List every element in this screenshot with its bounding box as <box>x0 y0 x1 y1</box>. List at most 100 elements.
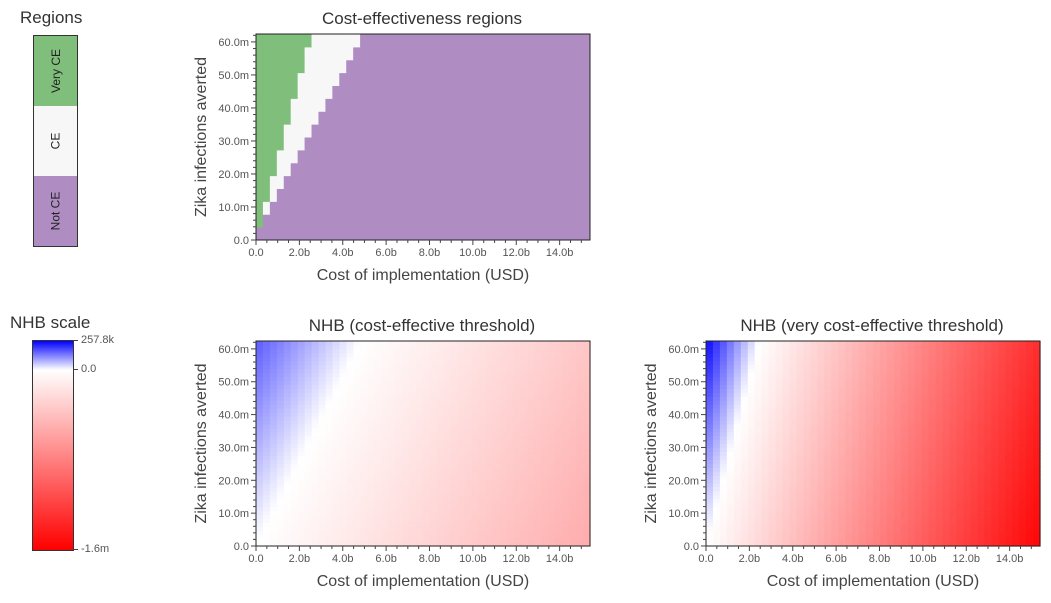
heatmap-cell <box>949 534 958 539</box>
cell-not-ce <box>360 137 368 151</box>
heatmap-cell <box>443 415 452 421</box>
heatmap-cell <box>276 490 285 496</box>
heatmap-cell <box>583 486 591 492</box>
cell-not-ce <box>478 85 486 99</box>
heatmap-cell <box>478 514 487 520</box>
cell-not-ce <box>408 175 417 189</box>
heatmap-cell <box>283 451 292 456</box>
cell-not-ce <box>360 111 368 125</box>
heatmap-cell <box>325 498 334 504</box>
cell-not-ce <box>353 137 361 151</box>
heatmap-cell <box>1026 534 1034 539</box>
heatmap-cell <box>984 447 992 452</box>
heatmap-cell <box>499 514 508 520</box>
heatmap-cell <box>569 494 577 500</box>
heatmap-cell <box>520 538 528 543</box>
heatmap-cell <box>499 356 508 362</box>
heatmap-cell <box>457 490 466 496</box>
heatmap-cell <box>381 455 389 460</box>
heatmap-cell <box>768 471 777 476</box>
heatmap-cell <box>956 506 965 512</box>
heatmap-cell <box>527 411 535 417</box>
heatmap-cell <box>395 352 403 358</box>
heatmap-cell <box>499 443 508 449</box>
heatmap-cell <box>262 352 271 358</box>
heatmap-cell <box>402 431 410 437</box>
heatmap-cell <box>548 522 556 527</box>
cell-not-ce <box>582 175 590 189</box>
heatmap-cell <box>311 341 320 346</box>
heatmap-cell <box>457 408 466 413</box>
heatmap-cell <box>831 542 839 547</box>
heatmap-cell <box>928 534 937 539</box>
heatmap-cell <box>429 388 438 393</box>
heatmap-cell <box>754 506 763 512</box>
heatmap-cell <box>395 538 403 543</box>
heatmap-cell <box>443 419 452 425</box>
heatmap-cell <box>569 392 577 397</box>
plot-frame <box>255 340 591 547</box>
cell-very-ce <box>256 214 264 228</box>
heatmap-cell <box>318 423 327 429</box>
heatmap-cell <box>276 392 285 397</box>
heatmap-cell <box>262 419 271 425</box>
heatmap-cell <box>499 526 508 531</box>
heatmap-cell <box>1012 486 1020 492</box>
tick <box>73 549 78 550</box>
cell-not-ce <box>457 175 465 189</box>
heatmap-cell <box>520 514 528 520</box>
cell-very-ce <box>297 59 306 74</box>
heatmap-cell <box>367 431 375 437</box>
heatmap-cell <box>747 431 756 437</box>
heatmap-cell <box>478 352 487 358</box>
heatmap-cell <box>478 494 487 500</box>
heatmap-cell <box>339 463 348 468</box>
heatmap-cell <box>845 455 853 460</box>
heatmap-cell <box>276 463 285 468</box>
cell-not-ce <box>304 227 313 241</box>
heatmap-cell <box>262 510 271 516</box>
cell-not-ce <box>491 137 500 151</box>
heatmap-cell <box>1033 506 1041 512</box>
cell-not-ce <box>332 175 340 189</box>
heatmap-cell <box>555 514 563 520</box>
cell-not-ce <box>519 214 528 228</box>
heatmap-cell <box>555 447 563 452</box>
heatmap-cell <box>402 526 410 531</box>
heatmap-cell <box>262 518 271 523</box>
heatmap-cell <box>360 404 368 409</box>
heatmap-cell <box>360 408 368 413</box>
cell-not-ce <box>436 34 444 48</box>
heatmap-cell <box>726 526 735 531</box>
heatmap-cell <box>276 419 285 425</box>
heatmap-cell <box>782 451 791 456</box>
heatmap-cell <box>478 471 487 476</box>
heatmap-cell <box>367 341 375 346</box>
heatmap-cell <box>548 431 556 437</box>
cell-not-ce <box>415 137 424 151</box>
heatmap-cell <box>817 498 825 504</box>
heatmap-cell <box>768 518 777 523</box>
heatmap-cell <box>569 526 577 531</box>
heatmap-cell <box>429 518 438 523</box>
heatmap-cell <box>956 502 965 508</box>
heatmap-cell <box>283 348 292 354</box>
heatmap-cell <box>984 482 992 488</box>
cell-very-ce <box>256 111 264 125</box>
heatmap-cell <box>436 538 445 543</box>
heatmap-cell <box>478 423 487 429</box>
cell-ce <box>353 34 361 48</box>
heatmap-cell <box>290 423 299 429</box>
heatmap-cell <box>583 388 591 393</box>
heatmap-cell <box>416 514 424 520</box>
heatmap-cell <box>443 396 452 401</box>
heatmap-cell <box>457 451 466 456</box>
heatmap-cell <box>562 522 570 527</box>
heatmap-cell <box>852 435 860 441</box>
heatmap-cell <box>388 467 396 472</box>
heatmap-cell <box>866 526 874 531</box>
cell-not-ce <box>561 137 569 151</box>
cell-not-ce <box>582 201 590 215</box>
heatmap-cell <box>873 443 881 449</box>
heatmap-cell <box>810 530 818 535</box>
